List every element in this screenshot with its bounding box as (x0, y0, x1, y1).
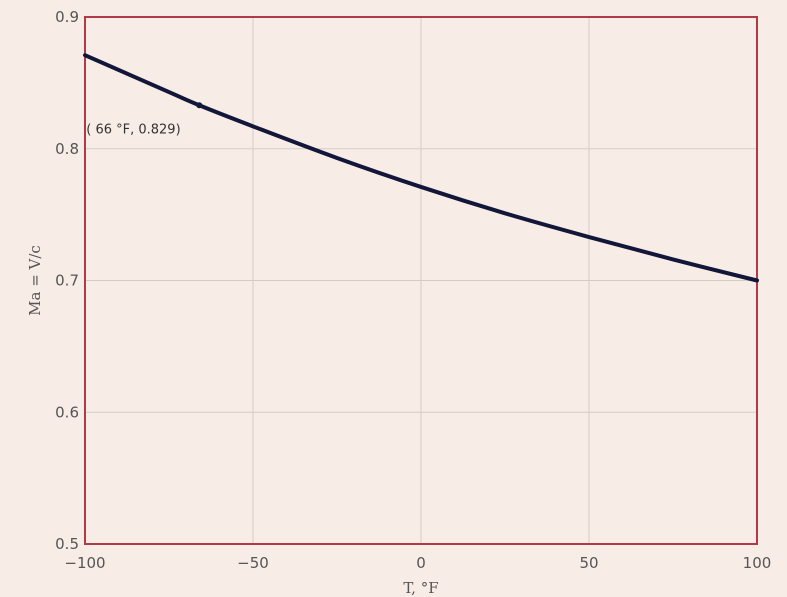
grid-lines (84, 16, 758, 545)
y-tick-label: 0.7 (55, 272, 79, 290)
y-tick-label: 0.8 (55, 140, 79, 158)
y-tick-label: 0.5 (55, 535, 79, 553)
x-axis-title: T, °F (403, 579, 438, 597)
x-tick-label: −50 (237, 554, 269, 572)
mach-number-curve (83, 53, 759, 283)
annotation-point-marker (196, 102, 203, 109)
y-tick-label: 0.9 (55, 8, 79, 26)
x-tick-label: 0 (416, 554, 426, 572)
tick-labels: −100 −50 0 50 100 0.5 0.6 0.7 0.8 0.9 (55, 8, 771, 572)
x-tick-label: 50 (579, 554, 598, 572)
y-tick-label: 0.6 (55, 403, 79, 421)
x-tick-label: −100 (64, 554, 105, 572)
annotation-label: ( 66 °F, 0.829) (86, 122, 180, 137)
y-axis-title: Ma = V/c (26, 245, 44, 316)
x-tick-label: 100 (743, 554, 772, 572)
